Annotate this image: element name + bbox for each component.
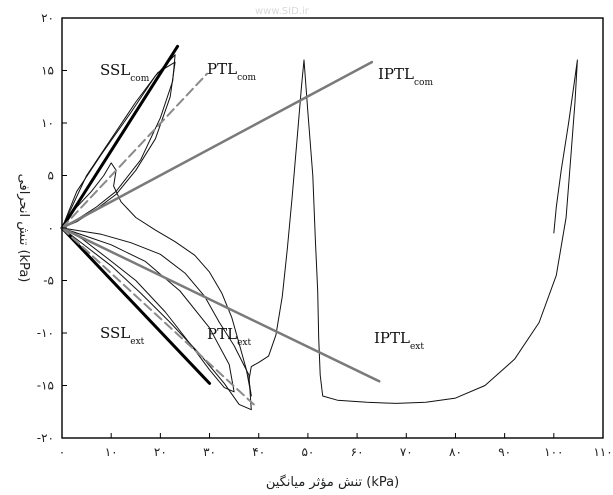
iptl-com-line	[60, 60, 374, 230]
x-tick-label: ۶۰	[351, 445, 364, 459]
x-tick-label: ۲۰	[154, 445, 167, 459]
x-tick-label: ۰	[59, 445, 65, 459]
y-tick-label: ۲۰	[41, 11, 54, 25]
x-tick-label: ۱۰	[105, 445, 118, 459]
x-tick-label: ۳۰	[203, 445, 216, 459]
y-tick-label: -۱۵	[37, 379, 54, 393]
x-tick-label: ۱۱۰	[593, 445, 612, 459]
ptl-ext-label: PTLext	[207, 325, 251, 348]
x-tick-label: ۹۰	[498, 445, 511, 459]
ssl-com-label: SSLcom	[100, 61, 150, 84]
iptl-ext-label: IPTLext	[374, 329, 424, 352]
stress-path-3	[61, 59, 578, 404]
watermark: www.SID.ir	[255, 6, 310, 17]
iptl-com-label: IPTLcom	[378, 65, 433, 88]
ssl-ext-line	[60, 226, 212, 385]
x-tick-label: ۱۰۰	[544, 445, 563, 459]
y-axis: ۲۰ ۱۵ ۱۰ ۵ ۰ -۵ -۱۰ -۱۵ -۲۰	[37, 11, 67, 445]
y-tick-label: -۵	[43, 274, 54, 288]
x-tick-label: ۴۰	[252, 445, 265, 459]
x-tick-label: ۷۰	[400, 445, 413, 459]
y-tick-label: ۱۰	[41, 116, 54, 130]
ssl-ext-label: SSLext	[100, 324, 145, 347]
ptl-com-line	[61, 72, 209, 229]
ptl-ext-line	[61, 227, 255, 406]
x-tick-label: ۵۰	[301, 445, 314, 459]
y-tick-label: ۱۵	[41, 64, 54, 78]
y-axis-title: تنش انحرافی (kPa)	[16, 174, 31, 283]
y-tick-label: -۲۰	[37, 431, 54, 445]
x-axis: ۰ ۱۰ ۲۰ ۳۰ ۴۰ ۵۰ ۶۰ ۷۰ ۸۰ ۹۰ ۱۰۰ ۱۱۰	[59, 433, 613, 459]
stress-path-2	[61, 61, 252, 411]
y-tick-label: ۰	[48, 221, 54, 235]
y-tick-label: -۱۰	[37, 326, 54, 340]
line-labels: SSLcom PTLcom IPTLcom SSLext PTLext IPTLext	[100, 60, 433, 352]
plot-area	[60, 44, 578, 411]
x-tick-label: ۸۰	[449, 445, 462, 459]
ssl-com-line	[60, 44, 180, 230]
y-tick-label: ۵	[48, 169, 54, 183]
ptl-com-label: PTLcom	[207, 60, 257, 83]
x-axis-title: تنش مؤثر میانگین (kPa)	[266, 474, 399, 490]
iptl-ext-line	[60, 226, 381, 383]
